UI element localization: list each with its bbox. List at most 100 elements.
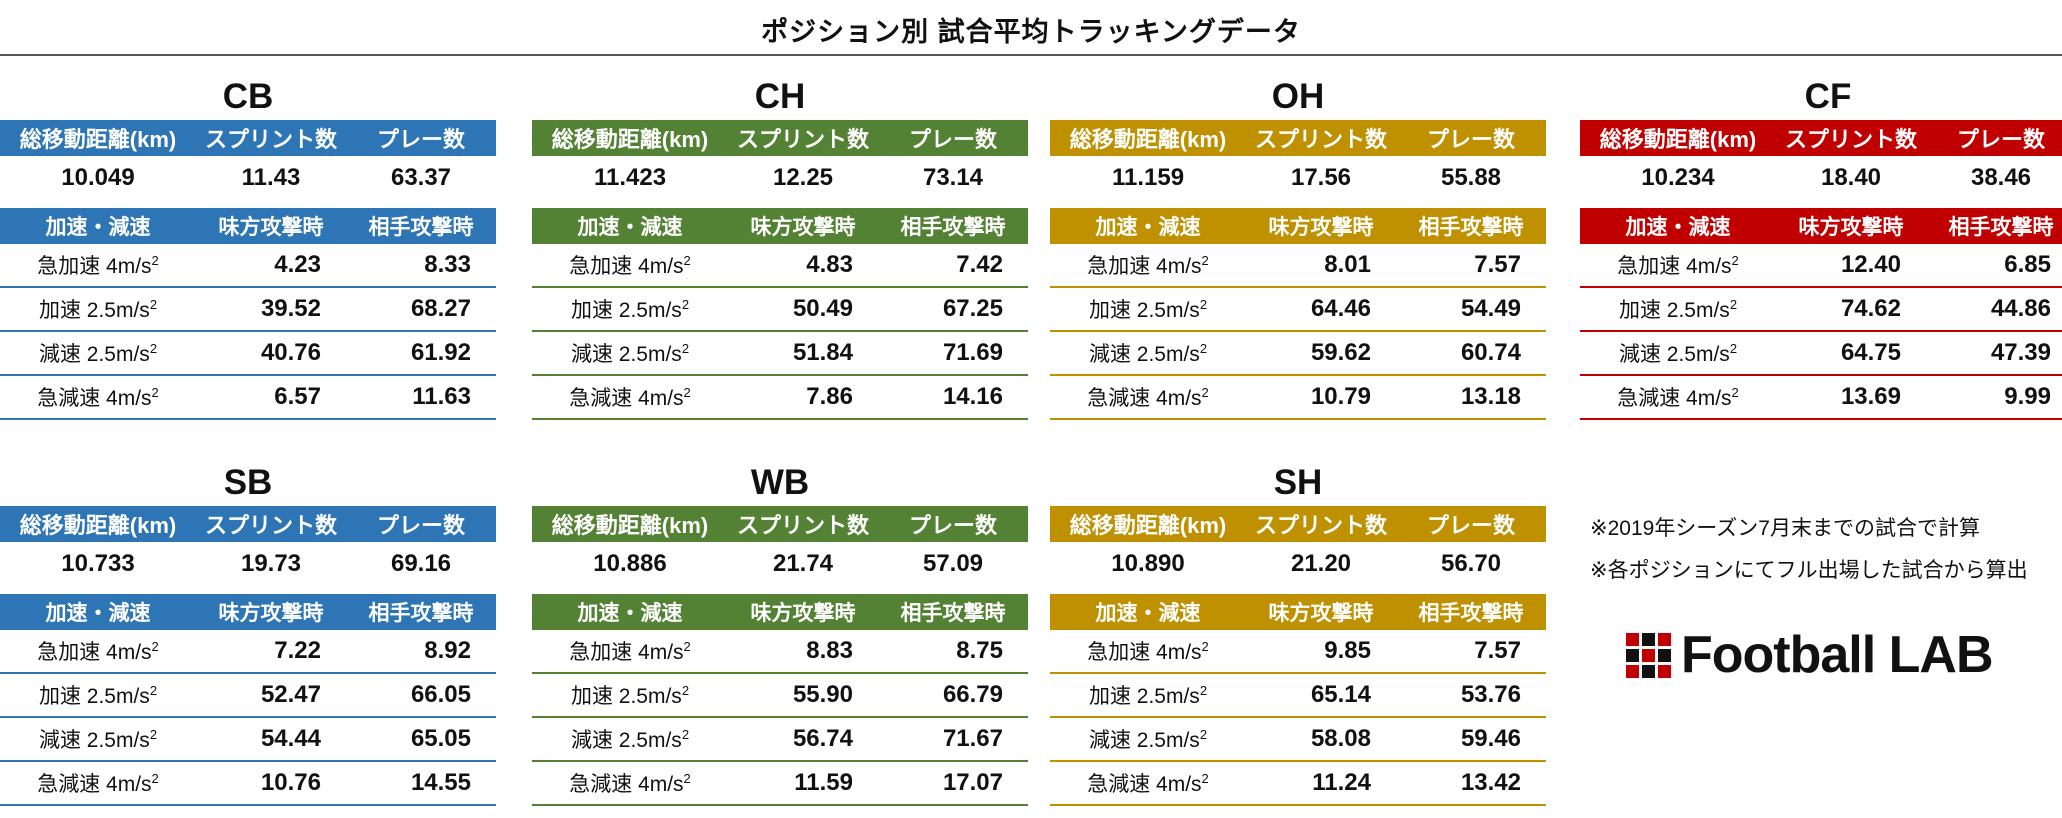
accel-label-text: 減速 2.5m/s	[570, 729, 682, 752]
own-attack-value: 40.76	[260, 339, 321, 366]
summary-values-row: 10.234 18.40 38.46	[1580, 156, 2062, 200]
accel-row: 急減速 4m/s2 7.86 14.16	[532, 376, 1028, 420]
summary-values-row: 10.733 19.73 69.16	[0, 542, 496, 586]
own-attack-value: 4.23	[274, 251, 321, 278]
opponent-attack-value: 11.63	[412, 383, 471, 410]
summary-header-cell: 総移動距離(km)	[551, 513, 709, 538]
accel-label-exponent: 2	[1201, 771, 1209, 786]
summary-header-bar: 総移動距離(km) スプリント数 プレー数	[1580, 120, 2062, 156]
accel-row: 急減速 4m/s2 11.24 13.42	[1050, 762, 1546, 806]
accel-label-text: 急加速 4m/s	[569, 641, 684, 664]
own-attack-value: 7.86	[806, 383, 853, 410]
accel-row: 急減速 4m/s2 10.76 14.55	[0, 762, 496, 806]
accel-header-cell: 味方攻撃時	[1268, 216, 1374, 239]
accel-label-exponent: 2	[1201, 639, 1209, 654]
summary-header-cell: プレー数	[1956, 127, 2045, 152]
position-title: WB	[750, 463, 810, 502]
accel-header-bar: 加速・減速 味方攻撃時 相手攻撃時	[1580, 208, 2062, 244]
accel-header-cell: 加速・減速	[1095, 216, 1201, 239]
accel-label-exponent: 2	[151, 385, 159, 400]
opponent-attack-value: 68.27	[410, 295, 471, 322]
own-attack-value: 13.69	[1840, 383, 1901, 410]
summary-header-cell: 総移動距離(km)	[1069, 513, 1227, 538]
summary-value: 38.46	[1970, 164, 2032, 191]
opponent-attack-value: 66.79	[942, 681, 1003, 708]
summary-value: 21.74	[772, 550, 834, 577]
summary-header-bar: 総移動距離(km) スプリント数 プレー数	[0, 120, 496, 156]
accel-label-exponent: 2	[683, 639, 691, 654]
summary-header-cell: プレー数	[376, 513, 465, 538]
accel-label-exponent: 2	[149, 341, 158, 356]
accel-row: 減速 2.5m/s2 59.62 60.74	[1050, 332, 1546, 376]
accel-row-label: 急減速 4m/s2	[532, 382, 728, 412]
logo-grid-icon	[1626, 632, 1671, 678]
accel-row: 加速 2.5m/s2 52.47 66.05	[0, 674, 496, 718]
summary-header-cell: プレー数	[908, 127, 997, 152]
summary-header-cell: スプリント数	[1784, 127, 1917, 152]
accel-label-exponent: 2	[681, 683, 690, 698]
accel-row: 急加速 4m/s2 4.83 7.42	[532, 244, 1028, 288]
panel-oh: OH 総移動距離(km) スプリント数 プレー数 11.159 17.56 55.88 加速・…	[1050, 74, 1546, 420]
accel-row-label: 減速 2.5m/s2	[532, 724, 728, 754]
summary-value: 73.14	[922, 164, 984, 191]
accel-row: 減速 2.5m/s2 40.76 61.92	[0, 332, 496, 376]
accel-header-cell: 加速・減速	[1625, 216, 1731, 239]
accel-label-exponent: 2	[149, 683, 158, 698]
own-attack-value: 8.83	[806, 637, 853, 664]
accel-header-cell: 加速・減速	[45, 602, 151, 625]
accel-row: 加速 2.5m/s2 39.52 68.27	[0, 288, 496, 332]
spacer	[0, 200, 496, 208]
accel-header-bar: 加速・減速 味方攻撃時 相手攻撃時	[0, 594, 496, 630]
accel-label-text: 加速 2.5m/s	[38, 299, 150, 322]
accel-row: 急加速 4m/s2 12.40 6.85	[1580, 244, 2062, 288]
accel-label-text: 急加速 4m/s	[37, 255, 152, 278]
page-title: ポジション別 試合平均トラッキングデータ	[761, 17, 1301, 47]
accel-row-label: 急減速 4m/s2	[0, 382, 196, 412]
accel-row: 急減速 4m/s2 11.59 17.07	[532, 762, 1028, 806]
summary-value: 55.88	[1440, 164, 1502, 191]
accel-header-cell: 味方攻撃時	[218, 602, 324, 625]
summary-value: 17.56	[1290, 164, 1352, 191]
summary-values-row: 10.049 11.43 63.37	[0, 156, 496, 200]
summary-header-cell: 総移動距離(km)	[19, 127, 177, 152]
accel-label-text: 加速 2.5m/s	[570, 299, 682, 322]
summary-header-cell: 総移動距離(km)	[551, 127, 709, 152]
accel-header-cell: 味方攻撃時	[218, 216, 324, 239]
summary-value: 10.049	[61, 164, 135, 191]
position-title: SB	[223, 463, 273, 502]
opponent-attack-value: 13.18	[1460, 383, 1521, 410]
accel-label-exponent: 2	[681, 341, 690, 356]
summary-header-bar: 総移動距離(km) スプリント数 プレー数	[1050, 120, 1546, 156]
accel-label-text: 減速 2.5m/s	[1618, 343, 1730, 366]
summary-header-bar: 総移動距離(km) スプリント数 プレー数	[0, 506, 496, 542]
accel-row: 急加速 4m/s2 8.01 7.57	[1050, 244, 1546, 288]
accel-label-exponent: 2	[683, 253, 691, 268]
own-attack-value: 55.90	[792, 681, 853, 708]
summary-value: 57.09	[922, 550, 984, 577]
accel-label-text: 減速 2.5m/s	[570, 343, 682, 366]
position-title: CF	[1804, 77, 1852, 116]
accel-row-label: 加速 2.5m/s2	[1050, 294, 1246, 324]
panel-sh: SH 総移動距離(km) スプリント数 プレー数 10.890 21.20 56.70 加速・…	[1050, 460, 1546, 806]
accel-row-label: 減速 2.5m/s2	[532, 338, 728, 368]
accel-label-exponent: 2	[683, 385, 691, 400]
summary-value: 18.40	[1820, 164, 1882, 191]
accel-row: 減速 2.5m/s2 56.74 71.67	[532, 718, 1028, 762]
accel-header-cell: 味方攻撃時	[1268, 602, 1374, 625]
opponent-attack-value: 61.92	[410, 339, 471, 366]
summary-values-row: 11.159 17.56 55.88	[1050, 156, 1546, 200]
summary-header-cell: プレー数	[1426, 513, 1515, 538]
accel-header-bar: 加速・減速 味方攻撃時 相手攻撃時	[532, 208, 1028, 244]
own-attack-value: 12.40	[1840, 251, 1901, 278]
accel-label-text: 急減速 4m/s	[1617, 387, 1732, 410]
accel-header-cell: 相手攻撃時	[1418, 216, 1524, 239]
accel-label-text: 急加速 4m/s	[1087, 641, 1202, 664]
spacer	[1050, 200, 1546, 208]
accel-label-exponent: 2	[1199, 683, 1208, 698]
accel-row: 急加速 4m/s2 9.85 7.57	[1050, 630, 1546, 674]
logo-square	[1658, 664, 1671, 678]
accel-header-cell: 相手攻撃時	[900, 216, 1006, 239]
own-attack-value: 56.74	[792, 725, 853, 752]
own-attack-value: 58.08	[1310, 725, 1371, 752]
opponent-attack-value: 44.86	[1990, 295, 2051, 322]
